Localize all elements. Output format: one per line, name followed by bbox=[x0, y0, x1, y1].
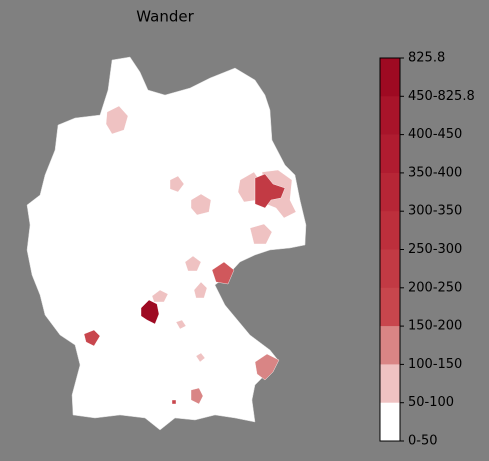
region bbox=[193, 281, 208, 299]
region bbox=[184, 255, 202, 272]
colorbar-label: 400-450 bbox=[408, 127, 462, 142]
colorbar-label: 100-150 bbox=[408, 357, 462, 372]
regions bbox=[83, 105, 297, 405]
colorbar-label: 250-300 bbox=[408, 242, 462, 257]
colorbar-label: 200-250 bbox=[408, 280, 462, 295]
colorbar-segment bbox=[380, 211, 400, 250]
region bbox=[254, 353, 280, 381]
colorbar-segment bbox=[380, 287, 400, 327]
region bbox=[171, 399, 177, 405]
colorbar-segment bbox=[380, 172, 400, 212]
colorbar-label: 0-50 bbox=[408, 434, 438, 449]
region bbox=[249, 223, 273, 245]
colorbar-segment bbox=[380, 96, 400, 135]
colorbar-label: 150-200 bbox=[408, 319, 462, 334]
colorbar: 825.8 450-825.8 400-450 350-400 300-350 250-3… bbox=[379, 51, 475, 449]
colorbar-segment bbox=[380, 58, 400, 97]
colorbar-segment bbox=[380, 364, 400, 403]
region bbox=[83, 329, 101, 347]
region bbox=[254, 173, 286, 209]
colorbar-label: 450-825.8 bbox=[408, 89, 475, 104]
region bbox=[151, 289, 169, 303]
region bbox=[175, 319, 187, 330]
region bbox=[190, 387, 204, 405]
region bbox=[195, 352, 206, 363]
region bbox=[190, 193, 212, 216]
region bbox=[169, 175, 185, 193]
colorbar-label: 825.8 bbox=[408, 51, 445, 66]
colorbar-segment bbox=[380, 402, 400, 442]
map-title: Wander bbox=[136, 8, 194, 26]
region bbox=[211, 261, 235, 285]
colorbar-segment bbox=[380, 326, 400, 365]
colorbar-segment bbox=[380, 134, 400, 174]
colorbar-label: 350-400 bbox=[408, 165, 462, 180]
region bbox=[105, 105, 129, 135]
colorbar-label: 300-350 bbox=[408, 204, 462, 219]
colorbar-label: 50-100 bbox=[408, 395, 454, 410]
region bbox=[140, 299, 160, 325]
colorbar-segment bbox=[380, 249, 400, 289]
